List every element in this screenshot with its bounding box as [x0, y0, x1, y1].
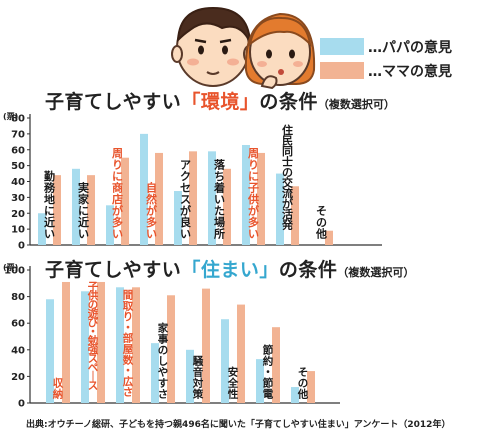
- environment-chart: 0 10 20 30 40 50 60 70 80 勤務地に近い 実家に近い 周りに商店が多い 自然が多…: [11, 114, 382, 252]
- chart2-unit-label: (票): [3, 263, 19, 272]
- source-caption: 出典:オウチーノ総研、子どもを持つ親496名に聞いた「子育てしやすい住まい」アン…: [26, 420, 451, 430]
- y-tick-label: 60: [11, 145, 25, 156]
- category-label: 節約・節電: [262, 344, 274, 401]
- chart1-title: 子育てしやすい「環境」の条件（複数選択可）: [45, 91, 395, 113]
- bar: [97, 281, 105, 403]
- bar: [116, 287, 124, 403]
- housing-chart: 0 20 40 60 80 100 収納 子供の遊び・勉強スペ｜ス 間取り・部屋数・広さ 家事のし…: [4, 266, 340, 410]
- bar: [38, 213, 46, 245]
- category-label: その他: [297, 367, 309, 401]
- y-tick-label: 100: [4, 266, 25, 277]
- bar: [46, 299, 54, 403]
- bar: [291, 186, 299, 245]
- y-tick-label: 0: [18, 241, 25, 252]
- category-label: 自然が多い: [146, 181, 157, 241]
- bar: [221, 319, 229, 403]
- y-tick-label: 40: [11, 177, 25, 188]
- bar: [106, 205, 114, 245]
- bar: [256, 359, 264, 403]
- bar: [53, 175, 61, 245]
- bar: [87, 175, 95, 245]
- bar: [132, 287, 140, 403]
- bar: [155, 152, 163, 245]
- category-label: アクセスが良い: [180, 159, 191, 241]
- bar: [291, 387, 299, 403]
- bar: [186, 349, 194, 403]
- bar: [237, 304, 245, 403]
- bar: [140, 133, 148, 245]
- y-tick-label: 60: [11, 319, 25, 330]
- legend-swatch-papa: [320, 38, 364, 55]
- y-tick-label: 20: [11, 372, 25, 383]
- category-label: 住民同士の交流が活発: [281, 123, 294, 232]
- bar: [72, 168, 80, 245]
- bar: [62, 281, 70, 403]
- bar: [174, 191, 182, 245]
- y-tick-label: 10: [11, 225, 25, 236]
- bar: [208, 151, 216, 245]
- category-label: 落ち着いた場所: [213, 158, 226, 241]
- category-label: 周りに子供が多い: [247, 147, 259, 241]
- bar: [202, 288, 210, 403]
- bar: [242, 144, 250, 245]
- bar: [272, 327, 280, 403]
- category-label: 収納: [53, 378, 64, 401]
- category-label: 家事のしやすさ: [158, 322, 169, 401]
- y-tick-label: 40: [11, 345, 25, 356]
- legend-label-mama: …ママの意見: [368, 64, 452, 80]
- category-label: 安全性: [227, 366, 239, 401]
- bar: [325, 230, 333, 245]
- bar: [189, 151, 197, 245]
- y-tick-label: 50: [11, 161, 25, 172]
- bar: [167, 295, 175, 403]
- y-tick-label: 30: [11, 193, 25, 204]
- legend-label-papa: …パパの意見: [368, 40, 452, 56]
- bar: [151, 343, 159, 403]
- bar: [276, 173, 284, 245]
- category-label: その他: [315, 205, 327, 241]
- category-label: 間取り・部屋数・広さ: [122, 290, 134, 399]
- bar: [223, 168, 231, 245]
- bar: [81, 291, 89, 403]
- bar: [121, 157, 129, 245]
- category-label: 勤務地に近い: [44, 169, 56, 241]
- bar: [307, 371, 315, 403]
- bar: [257, 152, 265, 245]
- category-label: 実家に近い: [78, 181, 90, 241]
- legend-swatch-mama: [320, 62, 364, 79]
- y-tick-label: 80: [11, 292, 25, 303]
- y-tick-label: 0: [18, 399, 25, 410]
- category-label: 騒音対策: [192, 356, 204, 401]
- chart2-title: 子育てしやすい「住まい」の条件（複数選択可）: [45, 259, 415, 281]
- y-tick-label: 80: [11, 114, 25, 125]
- mother-illustration-icon: [244, 12, 316, 90]
- chart1-unit-label: (票): [3, 112, 19, 121]
- y-tick-label: 20: [11, 209, 25, 220]
- y-tick-label: 70: [11, 129, 25, 140]
- category-label: 子供の遊び・勉強スペ｜ス: [87, 281, 99, 392]
- father-illustration-icon: [171, 6, 255, 87]
- category-label: 周りに商店が多い: [112, 147, 123, 241]
